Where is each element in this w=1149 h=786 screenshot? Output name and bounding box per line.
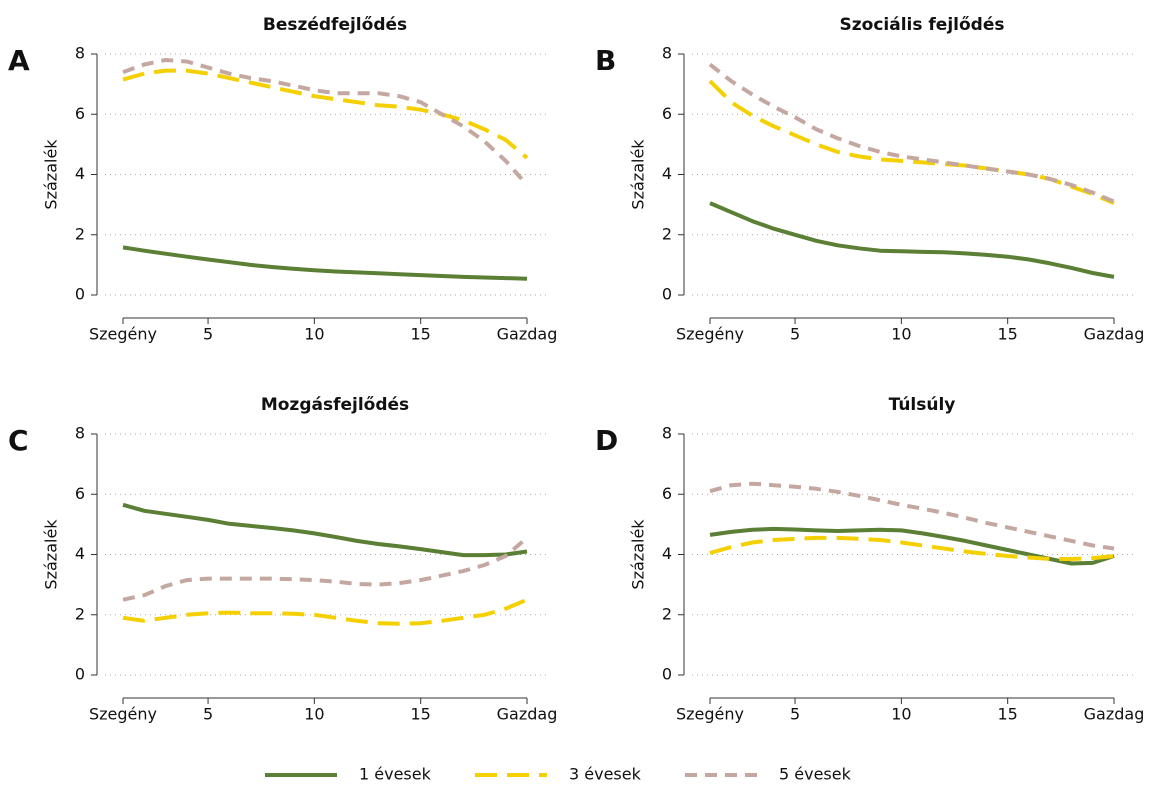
x-tick-label: Szegény <box>676 705 744 724</box>
line-series <box>122 58 529 187</box>
legend-label: 3 évesek <box>569 765 642 784</box>
y-axis-label: Százalék <box>629 139 648 210</box>
y-tick-label: 0 <box>75 285 85 304</box>
x-tick-label: 5 <box>790 325 800 344</box>
x-tick-label: 15 <box>998 325 1018 344</box>
x-tick-label: Gazdag <box>497 325 558 344</box>
chart-title: Mozgásfejlődés <box>261 395 409 415</box>
x-tick-label: Gazdag <box>1084 325 1145 344</box>
y-tick-label: 2 <box>662 224 672 243</box>
legend-label: 1 évesek <box>359 765 432 784</box>
y-tick-label: 8 <box>662 44 672 63</box>
y-tick-label: 2 <box>662 604 672 623</box>
line-series <box>708 62 1115 204</box>
line-series <box>709 526 1115 566</box>
x-tick-label: 10 <box>891 705 911 724</box>
panel-label: B <box>595 44 616 77</box>
chart-title: Túlsúly <box>889 395 956 415</box>
x-tick-label: 15 <box>998 705 1018 724</box>
y-axis-label: Százalék <box>629 519 648 590</box>
x-tick-label: 10 <box>891 325 911 344</box>
y-tick-label: 0 <box>662 665 672 684</box>
line-series <box>122 597 528 626</box>
y-tick-label: 2 <box>75 604 85 623</box>
y-tick-label: 0 <box>75 665 85 684</box>
x-tick-label: Szegény <box>89 705 157 724</box>
legend-label: 5 évesek <box>779 765 852 784</box>
x-tick-label: 5 <box>203 705 213 724</box>
x-tick-label: 5 <box>790 705 800 724</box>
y-tick-label: 4 <box>75 164 85 183</box>
x-tick-label: Szegény <box>676 325 744 344</box>
x-tick-label: 15 <box>411 325 431 344</box>
x-tick-label: 10 <box>304 325 324 344</box>
panel-label: C <box>8 424 29 457</box>
panel-label: D <box>595 424 618 457</box>
x-tick-label: 15 <box>411 705 431 724</box>
line-series <box>122 536 529 602</box>
y-tick-label: 6 <box>662 104 672 123</box>
y-tick-label: 0 <box>662 285 672 304</box>
chart-title: Szociális fejlődés <box>840 15 1005 35</box>
line-series <box>122 502 528 558</box>
y-tick-label: 4 <box>662 164 672 183</box>
x-tick-label: Gazdag <box>1084 705 1145 724</box>
line-series <box>708 79 1115 205</box>
y-tick-label: 6 <box>662 484 672 503</box>
y-tick-label: 8 <box>662 424 672 443</box>
chart-title: Beszédfejlődés <box>263 15 407 35</box>
y-tick-label: 6 <box>75 484 85 503</box>
y-axis-label: Százalék <box>42 139 61 210</box>
y-tick-label: 6 <box>75 104 85 123</box>
x-tick-label: Szegény <box>89 325 157 344</box>
y-tick-label: 8 <box>75 424 85 443</box>
line-series <box>122 245 528 281</box>
line-series <box>709 201 1115 279</box>
line-series <box>709 535 1115 561</box>
x-tick-label: Gazdag <box>497 705 558 724</box>
y-tick-label: 8 <box>75 44 85 63</box>
y-tick-label: 4 <box>75 544 85 563</box>
panel-label: A <box>8 44 30 77</box>
y-tick-label: 2 <box>75 224 85 243</box>
line-series <box>709 481 1115 551</box>
line-series <box>122 68 529 160</box>
x-tick-label: 5 <box>203 325 213 344</box>
y-tick-label: 4 <box>662 544 672 563</box>
x-tick-label: 10 <box>304 705 324 724</box>
y-axis-label: Százalék <box>42 519 61 590</box>
